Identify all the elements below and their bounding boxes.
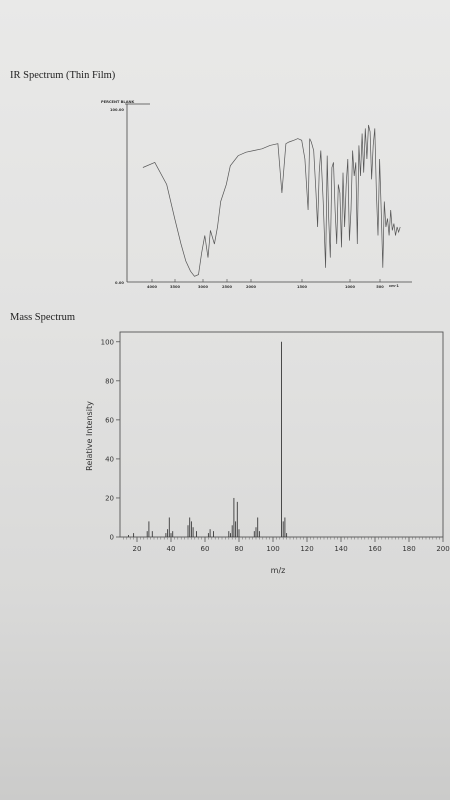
ir-y-top-label: 100.00 — [110, 108, 124, 112]
ms-x-tick-label: 20 — [133, 545, 142, 553]
ms-peaks — [128, 341, 288, 537]
ir-x-tick-label: 3500 — [170, 285, 181, 289]
ms-x-tick-label: 40 — [167, 545, 176, 553]
ms-y-tick-label: 20 — [105, 494, 114, 502]
ir-x-tick-label: 2000 — [246, 285, 257, 289]
ms-y-tick-label: 40 — [105, 455, 114, 463]
ir-x-tick-label: 1500 — [297, 285, 308, 289]
ms-y-tick-label: 100 — [101, 338, 114, 346]
ms-y-axis-title: Relative Intensity — [85, 401, 94, 471]
ir-series-line — [142, 124, 401, 277]
ms-x-tick-label: 80 — [235, 545, 244, 553]
ms-y-tick-label: 0 — [110, 534, 114, 542]
ir-y-bottom-label: 0.00 — [115, 281, 124, 285]
ir-section-title: IR Spectrum (Thin Film) — [10, 70, 116, 81]
ms-x-tick-label: 200 — [436, 545, 449, 553]
ms-x-tick-label: 180 — [402, 545, 415, 553]
ir-x-tick-label: 4000 — [147, 285, 158, 289]
ir-x-tick-label: 1000 — [345, 285, 356, 289]
ms-y-tick-label: 60 — [105, 416, 114, 424]
ms-y-tick-label: 80 — [105, 377, 114, 385]
ir-x-tick-label: 500 — [376, 285, 384, 289]
ir-x-tick-label: 3000 — [198, 285, 209, 289]
ms-section-title: Mass Spectrum — [10, 312, 76, 323]
ms-x-tick-label: 100 — [266, 545, 279, 553]
ms-minor-ticks — [123, 537, 444, 540]
ms-x-tick-label: 140 — [334, 545, 347, 553]
ms-x-axis-title: m/z — [271, 566, 286, 575]
ms-x-tick-label: 60 — [201, 545, 210, 553]
ms-y-ticks: 0 20 40 60 80 100 — [101, 338, 120, 542]
ms-x-tick-label: 160 — [368, 545, 381, 553]
ms-x-tick-label: 120 — [300, 545, 313, 553]
ir-x-unit-label: cm-1 — [389, 284, 399, 288]
ir-x-tick-label: 2500 — [222, 285, 233, 289]
ir-x-ticks: 4000 3500 3000 2500 2000 1500 1000 500 — [147, 279, 384, 289]
ir-y-axis-title: PERCENT BLANK — [101, 100, 134, 104]
